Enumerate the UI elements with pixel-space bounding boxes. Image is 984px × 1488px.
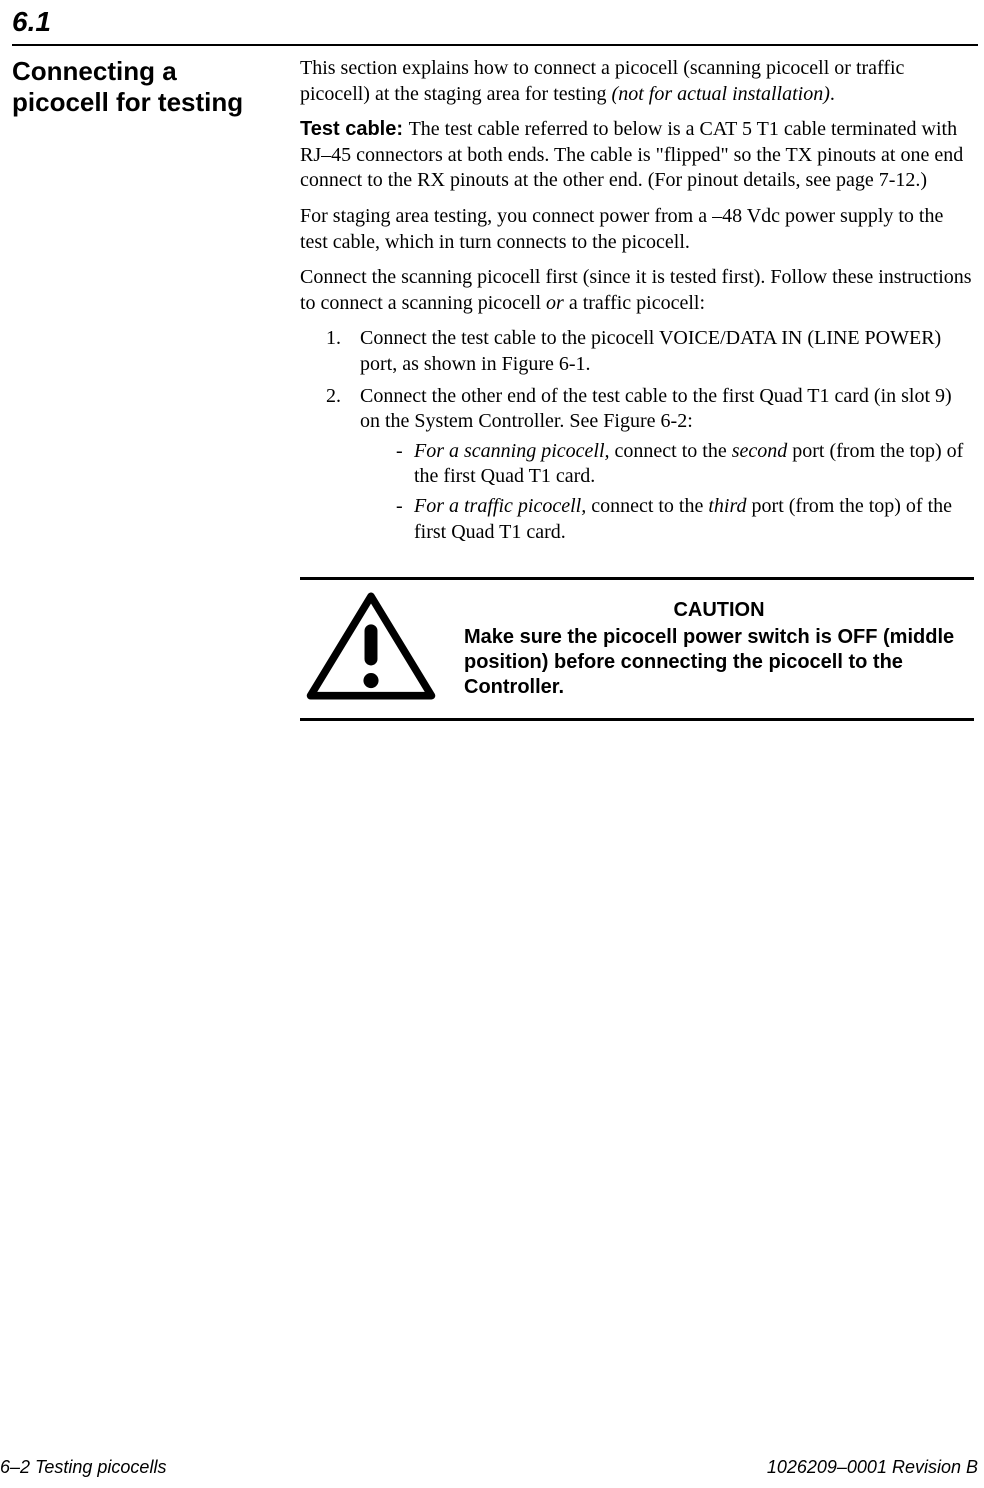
caution-title: CAUTION <box>464 598 974 623</box>
test-cable-label: Test cable: <box>300 118 409 140</box>
step-2: Connect the other end of the test cable … <box>346 384 974 546</box>
staging-paragraph: For staging area testing, you connect po… <box>300 204 974 255</box>
caution-bottom-rule <box>300 718 974 721</box>
connect-paragraph: Connect the scanning picocell first (sin… <box>300 265 974 316</box>
footer-right: 1026209–0001 Revision B <box>767 1457 978 1478</box>
steps-list: Connect the test cable to the picocell V… <box>300 326 974 545</box>
caution-text: CAUTION Make sure the picocell power swi… <box>436 592 974 700</box>
test-cable-paragraph: Test cable: The test cable referred to b… <box>300 117 974 194</box>
section-number: 6.1 <box>12 6 51 38</box>
step-2-sublist: For a scanning picocell, connect to the … <box>360 439 974 545</box>
intro-italic: (not for actual installation) <box>612 83 830 105</box>
step-2a: For a scanning picocell, connect to the … <box>396 439 974 490</box>
page-footer: 6–2 Testing picocells 1026209–0001 Revis… <box>0 1457 984 1478</box>
step-2b: For a traffic picocell, connect to the t… <box>396 494 974 545</box>
intro-post: . <box>830 83 835 105</box>
connect-post: a traffic picocell: <box>564 292 705 314</box>
step-2b-pre: connect to the <box>586 495 708 517</box>
intro-paragraph: This section explains how to connect a p… <box>300 56 974 107</box>
top-rule <box>12 44 978 46</box>
step-2a-ital2: second <box>732 440 788 462</box>
caution-inner: CAUTION Make sure the picocell power swi… <box>300 580 974 718</box>
section-heading: Connecting a picocell for testing <box>12 56 280 118</box>
caution-body: Make sure the picocell power switch is O… <box>464 625 974 700</box>
step-1: Connect the test cable to the picocell V… <box>346 326 974 377</box>
step-2b-ital1: For a traffic picocell, <box>414 495 586 517</box>
step-2a-pre: connect to the <box>610 440 732 462</box>
step-2a-ital1: For a scanning picocell, <box>414 440 610 462</box>
footer-left: 6–2 Testing picocells <box>0 1457 166 1478</box>
body-column: This section explains how to connect a p… <box>300 56 974 721</box>
connect-ital: or <box>546 292 564 314</box>
caution-block: CAUTION Make sure the picocell power swi… <box>300 577 974 721</box>
step-2-text: Connect the other end of the test cable … <box>360 385 952 433</box>
warning-icon <box>300 592 436 708</box>
step-2b-ital2: third <box>708 495 746 517</box>
